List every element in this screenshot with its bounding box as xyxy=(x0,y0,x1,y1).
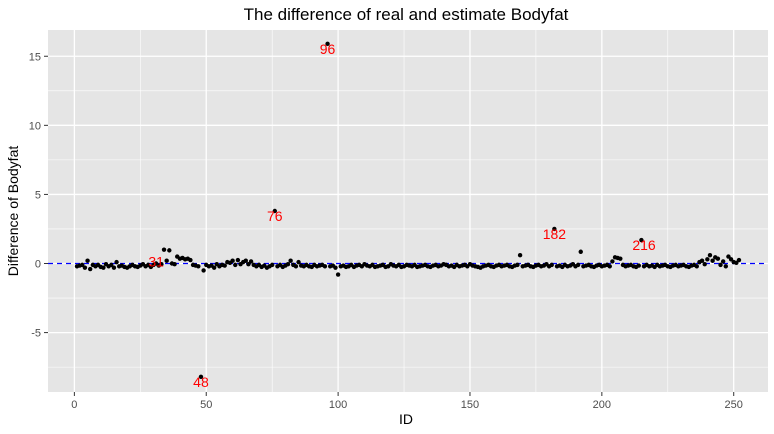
data-point xyxy=(272,208,278,214)
x-tick-label: 250 xyxy=(725,399,743,411)
data-point xyxy=(707,253,713,258)
y-axis-title: Difference of Bodyfat xyxy=(5,146,21,277)
data-point xyxy=(230,258,235,263)
point-label: 216 xyxy=(632,237,656,253)
data-point xyxy=(710,258,715,263)
data-point xyxy=(109,262,114,268)
y-tick-label: 10 xyxy=(29,120,41,132)
data-point xyxy=(101,265,106,270)
data-point xyxy=(159,261,164,267)
minor-gridlines xyxy=(48,30,768,392)
data-point xyxy=(333,265,338,270)
x-tick-label: 0 xyxy=(71,399,77,411)
data-point xyxy=(80,262,85,268)
y-tick-label: 0 xyxy=(35,259,41,271)
data-point xyxy=(325,41,330,47)
data-point xyxy=(172,261,177,267)
data-point xyxy=(607,264,612,269)
point-label: 96 xyxy=(320,41,336,57)
x-tick-label: 100 xyxy=(329,399,347,411)
data-point xyxy=(736,257,742,263)
data-point xyxy=(694,264,699,269)
data-point xyxy=(161,247,167,252)
data-point xyxy=(196,264,201,269)
data-point xyxy=(111,265,117,270)
data-point xyxy=(296,259,301,265)
data-point xyxy=(293,264,299,269)
data-point xyxy=(248,259,254,264)
data-point xyxy=(82,265,88,270)
data-point xyxy=(233,262,238,268)
data-point xyxy=(702,261,707,267)
x-axis-title: ID xyxy=(399,411,413,427)
data-point xyxy=(211,265,217,270)
point-label: 182 xyxy=(543,226,567,242)
data-point xyxy=(618,256,623,261)
x-tick-label: 50 xyxy=(200,399,212,411)
point-label: 31 xyxy=(148,254,164,270)
data-point xyxy=(285,261,291,267)
panel-background xyxy=(48,30,768,392)
x-axis: 0 50 100 150 200 250 xyxy=(71,392,743,411)
data-point xyxy=(246,261,251,267)
data-point xyxy=(517,253,523,258)
data-point xyxy=(114,259,119,265)
data-point xyxy=(87,266,93,272)
y-tick-label: 15 xyxy=(29,51,41,63)
data-point xyxy=(85,258,90,263)
data-point xyxy=(269,262,275,268)
chart-title: The difference of real and estimate Body… xyxy=(244,5,569,24)
data-point xyxy=(515,262,520,268)
data-point xyxy=(235,257,241,263)
data-point xyxy=(705,257,710,262)
data-point xyxy=(335,272,341,277)
point-label: 76 xyxy=(267,208,283,224)
x-tick-label: 150 xyxy=(461,399,479,411)
data-point xyxy=(201,268,206,273)
data-point xyxy=(198,374,204,380)
data-point xyxy=(578,249,583,254)
data-point xyxy=(728,257,734,262)
data-point xyxy=(288,258,293,263)
data-point xyxy=(734,260,739,266)
data-points xyxy=(74,41,742,380)
data-point xyxy=(639,237,644,243)
data-point xyxy=(549,262,554,268)
point-annotations: 31 48 76 96 182 216 xyxy=(148,41,656,390)
y-tick-label: -5 xyxy=(31,328,41,340)
data-point xyxy=(636,263,641,268)
data-point xyxy=(718,262,723,268)
x-tick-label: 200 xyxy=(593,399,611,411)
data-point xyxy=(610,259,615,264)
data-point xyxy=(552,226,557,232)
data-point xyxy=(167,248,172,253)
data-point xyxy=(699,258,705,263)
data-point xyxy=(322,264,328,269)
data-point xyxy=(188,257,193,263)
data-point xyxy=(243,258,249,263)
data-point xyxy=(222,263,227,268)
data-point xyxy=(575,262,581,268)
data-point xyxy=(720,259,726,264)
data-point xyxy=(715,256,721,261)
data-point xyxy=(723,264,729,269)
y-tick-label: 5 xyxy=(35,189,41,201)
data-point xyxy=(726,254,731,259)
y-axis: -5 0 5 10 15 xyxy=(29,51,48,340)
point-label: 48 xyxy=(193,374,209,390)
plot-panel: 31 48 76 96 182 216 xyxy=(48,30,768,392)
data-point xyxy=(164,258,169,263)
